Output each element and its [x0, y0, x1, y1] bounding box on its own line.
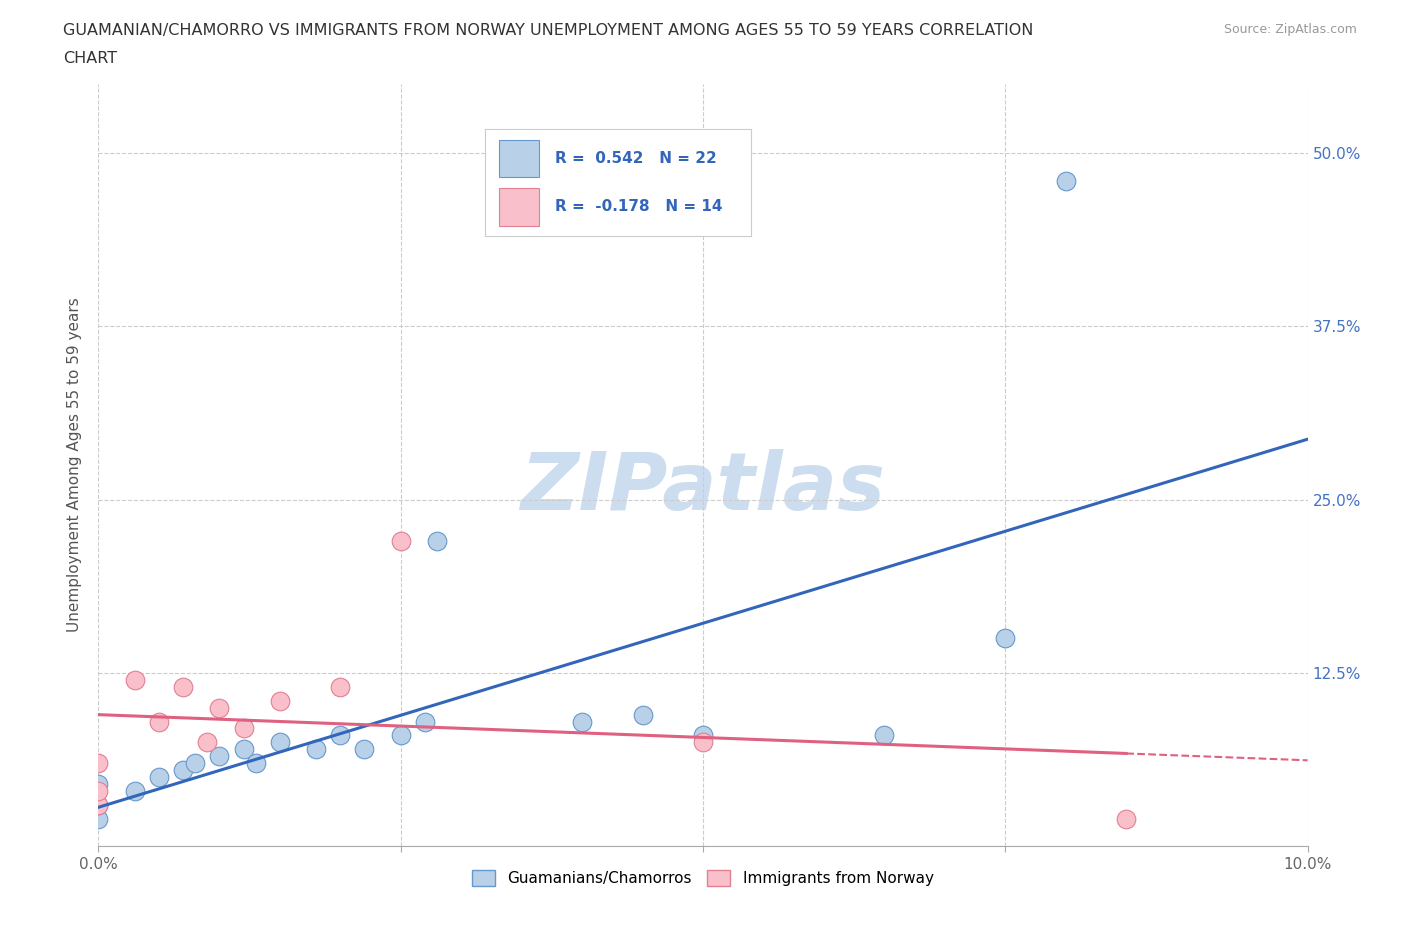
Point [329, 728, 352, 743]
Point [172, 763, 194, 777]
Point [389, 534, 412, 549]
Point [87, 797, 110, 812]
Point [269, 735, 291, 750]
Text: Source: ZipAtlas.com: Source: ZipAtlas.com [1223, 23, 1357, 36]
Point [87, 797, 110, 812]
Point [232, 742, 254, 757]
Point [389, 728, 412, 743]
Point [1115, 811, 1137, 826]
Text: GUAMANIAN/CHAMORRO VS IMMIGRANTS FROM NORWAY UNEMPLOYMENT AMONG AGES 55 TO 59 YE: GUAMANIAN/CHAMORRO VS IMMIGRANTS FROM NO… [63, 23, 1033, 38]
Point [195, 735, 218, 750]
Point [994, 631, 1017, 645]
Text: CHART: CHART [63, 51, 117, 66]
Point [87, 811, 110, 826]
Point [353, 742, 375, 757]
Point [172, 680, 194, 695]
Point [329, 680, 352, 695]
Point [426, 534, 449, 549]
Text: ZIPatlas: ZIPatlas [520, 449, 886, 527]
Point [413, 714, 436, 729]
Y-axis label: Unemployment Among Ages 55 to 59 years: Unemployment Among Ages 55 to 59 years [67, 298, 83, 632]
Legend: Guamanians/Chamorros, Immigrants from Norway: Guamanians/Chamorros, Immigrants from No… [467, 864, 939, 892]
Point [124, 672, 146, 687]
Point [87, 756, 110, 771]
Point [1054, 173, 1077, 188]
Point [87, 783, 110, 798]
Point [208, 749, 231, 764]
Point [571, 714, 593, 729]
Point [208, 700, 231, 715]
Point [87, 777, 110, 791]
Point [148, 714, 170, 729]
Point [692, 728, 714, 743]
Point [184, 756, 207, 771]
Point [631, 707, 654, 722]
Point [692, 735, 714, 750]
Point [269, 693, 291, 708]
Point [124, 783, 146, 798]
Point [148, 769, 170, 784]
Point [873, 728, 896, 743]
Point [245, 756, 267, 771]
Point [232, 721, 254, 736]
Point [305, 742, 328, 757]
